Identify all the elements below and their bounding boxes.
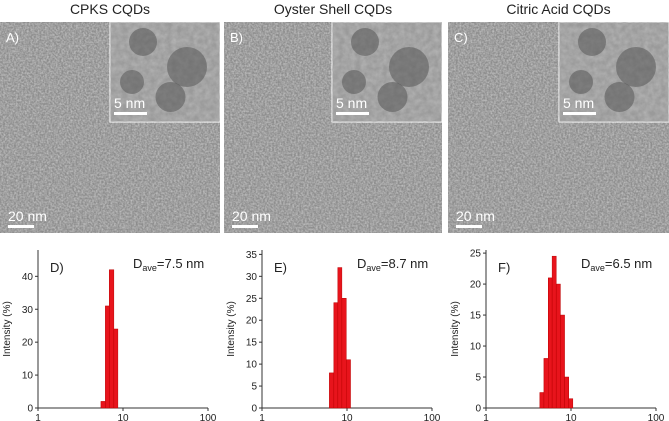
annotation: Dave=8.7 nm <box>357 256 428 273</box>
y-tick-label: 15 <box>246 338 258 349</box>
chart-label: E) <box>274 260 287 275</box>
x-tick-label: 10 <box>117 413 129 421</box>
inset-scale-label: 5 nm <box>563 95 594 111</box>
y-tick-label: 30 <box>22 305 34 316</box>
y-tick-label: 20 <box>22 338 34 349</box>
inset-particle <box>578 28 606 56</box>
annotation-rest: =8.7 nm <box>381 256 428 271</box>
y-tick-label: 25 <box>470 249 482 260</box>
y-axis-label: Intensity (%) <box>450 301 461 357</box>
y-tick-label: 25 <box>246 294 258 305</box>
chart-label: D) <box>50 260 64 275</box>
scale-label: 20 nm <box>232 208 271 224</box>
y-tick-label: 10 <box>22 371 34 382</box>
x-tick-label: 100 <box>424 413 441 421</box>
y-tick-label: 10 <box>246 360 258 371</box>
y-axis-label: Intensity (%) <box>226 301 237 357</box>
panel-title: CPKS CQDs <box>70 1 150 17</box>
bar <box>341 298 347 409</box>
annotation-sub: ave <box>142 263 157 273</box>
bar <box>543 358 549 409</box>
annotation-rest: =6.5 nm <box>605 256 652 271</box>
scale-bar <box>232 225 258 228</box>
inset-scale-bar <box>563 112 596 115</box>
x-tick-label: 10 <box>341 413 353 421</box>
panel-title: Oyster Shell CQDs <box>274 1 392 17</box>
bar <box>100 401 106 409</box>
x-tick-label: 1 <box>483 413 489 421</box>
bar <box>539 392 545 409</box>
inset-scale-label: 5 nm <box>336 95 367 111</box>
x-tick-label: 100 <box>648 413 665 421</box>
panel-title: Citric Acid CQDs <box>506 1 610 17</box>
scale-label: 20 nm <box>456 208 495 224</box>
inset-particle <box>616 47 656 87</box>
scale-bar <box>8 225 34 228</box>
inset-scale-bar <box>336 112 369 115</box>
annotation-sub: ave <box>590 263 605 273</box>
y-tick-label: 30 <box>246 272 258 283</box>
y-tick-label: 10 <box>470 342 482 353</box>
y-tick-label: 5 <box>251 382 257 393</box>
y-tick-label: 0 <box>475 404 481 415</box>
annotation-main: D <box>133 256 142 271</box>
inset-particle <box>569 70 593 94</box>
y-tick-label: 20 <box>470 280 482 291</box>
y-tick-label: 20 <box>246 316 258 327</box>
scale-bar <box>456 225 482 228</box>
x-tick-label: 1 <box>35 413 41 421</box>
inset-particle <box>351 28 379 56</box>
bar <box>337 267 343 409</box>
inset-scale-bar <box>114 112 147 115</box>
y-tick-label: 5 <box>475 373 481 384</box>
x-tick-label: 100 <box>200 413 217 421</box>
bar <box>555 283 561 409</box>
panel-label: B) <box>230 30 243 45</box>
panel-label: C) <box>454 30 468 45</box>
bar <box>329 372 335 409</box>
annotation: Dave=7.5 nm <box>133 256 204 273</box>
inset-particle <box>342 70 366 94</box>
inset-particle <box>389 47 429 87</box>
inset-scale-label: 5 nm <box>114 95 145 111</box>
inset-particle <box>155 82 186 112</box>
bar <box>105 305 110 409</box>
y-tick-label: 15 <box>470 311 482 322</box>
bar <box>109 269 115 409</box>
chart-label: F) <box>498 260 510 275</box>
inset-particle <box>377 82 408 112</box>
x-tick-label: 1 <box>259 413 265 421</box>
annotation-rest: =7.5 nm <box>157 256 204 271</box>
bar <box>333 302 339 409</box>
annotation-main: D <box>581 256 590 271</box>
inset-particle <box>120 70 144 94</box>
bar <box>560 314 565 409</box>
x-tick-label: 10 <box>565 413 577 421</box>
panel-label: A) <box>6 30 19 45</box>
bar <box>346 359 351 409</box>
annotation-sub: ave <box>366 263 381 273</box>
bar <box>548 277 553 409</box>
scale-label: 20 nm <box>8 208 47 224</box>
bar <box>113 328 119 409</box>
bar <box>551 255 557 409</box>
inset-particle <box>129 28 157 56</box>
y-axis-label: Intensity (%) <box>2 301 13 357</box>
annotation: Dave=6.5 nm <box>581 256 652 273</box>
inset-particle <box>604 82 635 112</box>
bar <box>568 398 574 409</box>
inset-particle <box>167 47 207 87</box>
y-tick-label: 0 <box>251 404 257 415</box>
bar <box>564 376 569 409</box>
annotation-main: D <box>357 256 366 271</box>
y-tick-label: 35 <box>246 250 258 261</box>
y-tick-label: 0 <box>27 404 33 415</box>
y-tick-label: 40 <box>22 272 34 283</box>
